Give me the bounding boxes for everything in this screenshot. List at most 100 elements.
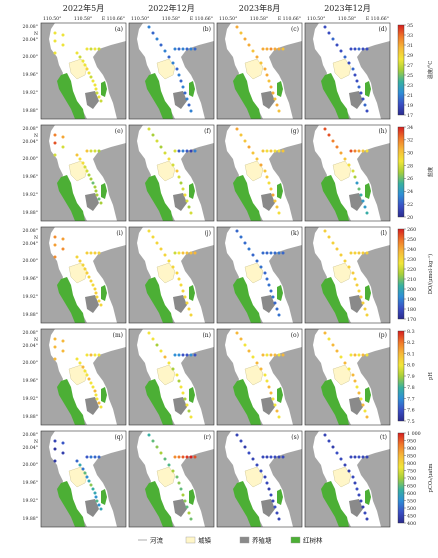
colorbar-tick-label: 27 [407, 63, 413, 69]
station-point [351, 67, 355, 71]
station-point [181, 47, 185, 51]
station-point [269, 85, 273, 89]
station-point [251, 355, 255, 359]
station-point [353, 73, 357, 77]
colorbar-tick-label: 500 [407, 506, 416, 512]
station-point [175, 169, 179, 173]
map-panel: (t) [304, 430, 391, 528]
top-tick-label: 110.50° [131, 16, 149, 22]
mangrove-area [321, 277, 349, 323]
north-label: N [34, 337, 38, 343]
mangrove-area [57, 277, 85, 323]
panel-frame [216, 22, 303, 120]
station-point [181, 391, 185, 395]
station-point [147, 127, 151, 131]
mangrove-area [321, 481, 349, 527]
station-point [343, 55, 347, 59]
station-point [277, 149, 281, 153]
station-point [269, 353, 273, 357]
map-panels: (a) (b) (c) (d) (e) (f) (g) (h) (i) (j) (k) (l) (m) (… [40, 22, 391, 528]
mangrove-area [101, 285, 107, 301]
station-point [85, 475, 89, 479]
station-point [243, 139, 247, 143]
colorbar-tick-label: 170 [407, 317, 416, 323]
station-point [61, 339, 65, 343]
station-point [155, 343, 159, 347]
mangrove-area [277, 81, 283, 97]
station-point [53, 337, 57, 341]
latitude-tick-label: 19.88° [23, 516, 38, 522]
mangrove-area [145, 175, 173, 221]
north-label: N [34, 133, 38, 139]
colorbar [397, 228, 405, 320]
station-point [365, 455, 369, 459]
station-point [355, 181, 359, 185]
estuary-water [49, 125, 126, 221]
station-point [94, 495, 98, 499]
station-point [93, 251, 97, 255]
panel-letter: (n) [202, 332, 211, 339]
colorbar-tick-label: 230 [407, 257, 416, 263]
station-point [323, 433, 327, 437]
estuary-water [137, 23, 214, 119]
station-point [85, 169, 89, 173]
station-point [273, 97, 277, 101]
station-point [349, 47, 353, 51]
station-point [335, 247, 339, 251]
panel-letter: (j) [204, 230, 211, 237]
station-point [353, 149, 357, 153]
station-point [255, 463, 259, 467]
map-panel: (c) [216, 22, 303, 120]
station-point [189, 353, 193, 357]
map-panel: (f) [128, 124, 215, 222]
column-header: 2022年5月 [63, 3, 104, 13]
station-point [235, 433, 239, 437]
station-point [259, 61, 263, 65]
mangrove-area [277, 489, 283, 505]
station-point [359, 295, 363, 299]
latitude-tick-label: 19.92° [23, 396, 38, 402]
estuary-water [225, 227, 302, 323]
panel-letter: (d) [378, 26, 387, 33]
top-tick-label: E 110.66° [190, 16, 213, 22]
station-point [78, 361, 82, 365]
latitude-tick-label: 19.92° [23, 192, 38, 198]
station-point [85, 67, 89, 71]
station-point [277, 109, 281, 113]
station-point [173, 47, 177, 51]
panel-frame [40, 226, 127, 324]
station-point [347, 163, 351, 167]
station-point [185, 199, 189, 203]
station-point [343, 157, 347, 161]
station-point [81, 161, 85, 165]
station-point [251, 151, 255, 155]
panel-frame [304, 22, 391, 120]
station-point [363, 409, 367, 413]
station-point [167, 259, 171, 263]
station-point [185, 505, 189, 509]
station-point [95, 397, 99, 401]
station-point [183, 397, 187, 401]
station-point [147, 25, 151, 29]
top-tick-label: 110.50° [43, 16, 61, 22]
town-area [244, 466, 264, 488]
town-area [332, 58, 352, 80]
station-point [75, 459, 79, 463]
mangrove-area [145, 379, 173, 425]
station-point [91, 385, 95, 389]
station-point [151, 31, 155, 35]
map-panel: (b) [128, 22, 215, 120]
station-point [193, 149, 197, 153]
map-panel: (i) [40, 226, 127, 324]
panel-letter: (t) [380, 434, 387, 441]
pond-area [85, 91, 99, 109]
estuary-water [49, 431, 126, 527]
station-point [323, 25, 327, 29]
town-area [68, 466, 88, 488]
station-point [365, 517, 369, 521]
station-point [327, 133, 331, 137]
panel-frame [304, 226, 391, 324]
station-point [353, 379, 357, 383]
town-area [68, 262, 88, 284]
